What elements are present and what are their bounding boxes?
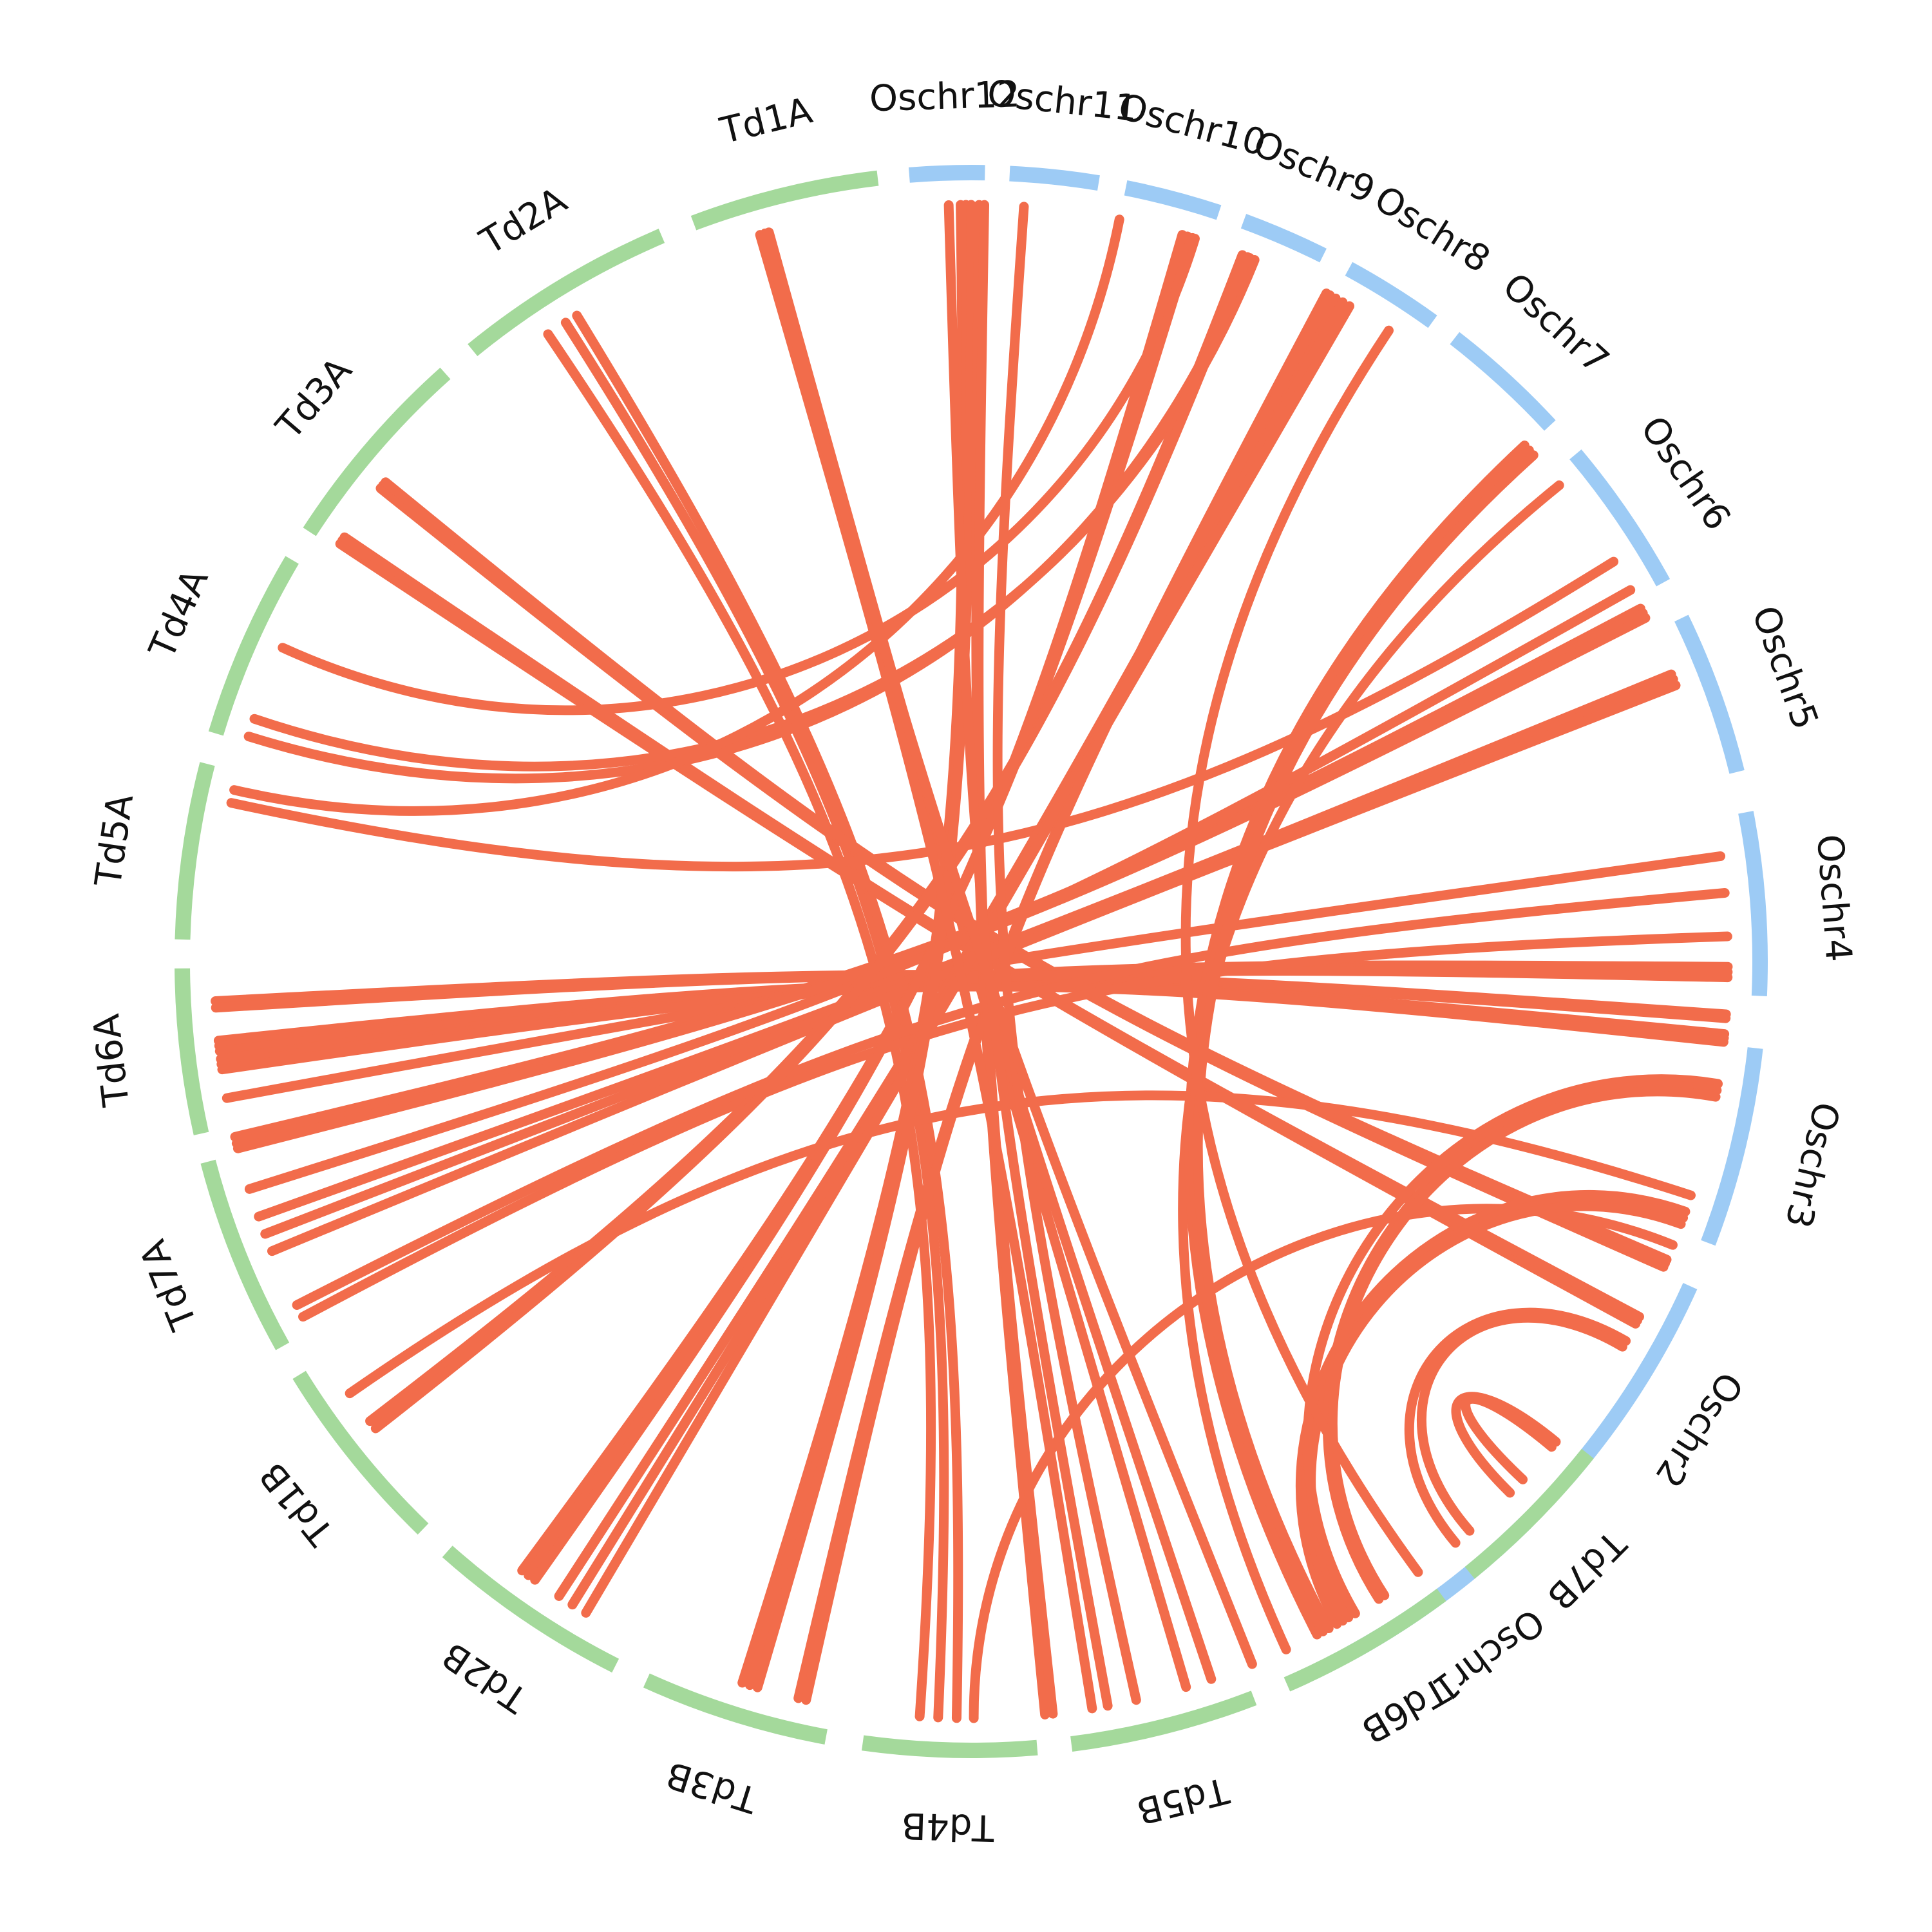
synteny-link (244, 585, 1636, 1194)
label-oschr4: Oschr4 (1808, 833, 1859, 963)
synteny-link (992, 202, 1141, 1705)
segment-oschr8 (1345, 261, 1437, 328)
label-td4a: Td4A (141, 563, 217, 665)
synteny-link (801, 290, 1335, 1705)
label-oschr9: Oschr9 (1247, 123, 1381, 212)
label-oschr2: Oschr2 (1647, 1365, 1751, 1495)
segment-oschr3 (1701, 1047, 1763, 1246)
segment-td5a (175, 762, 215, 940)
synteny-link (1416, 1312, 1627, 1536)
label-td5b: Td5B (1133, 1768, 1233, 1832)
label-td2b: Td2B (435, 1634, 535, 1721)
synteny-link (1180, 325, 1423, 1577)
label-td6a: Td6A (86, 1012, 138, 1109)
segment-td1b (292, 1370, 429, 1535)
label-oschr12: Oschr12 (869, 73, 1021, 120)
synteny-link (760, 228, 1257, 1669)
segment-td6b (1283, 1588, 1446, 1692)
label-td3a: Td3A (268, 350, 361, 448)
label-oschr5: Oschr5 (1743, 601, 1826, 735)
synteny-link (581, 301, 1354, 1618)
segment-td4a (208, 556, 299, 736)
synteny-link (1451, 1392, 1561, 1498)
segment-td5b (1070, 1690, 1257, 1752)
segment-td2a (468, 229, 665, 356)
synteny-link (278, 234, 1200, 715)
synteny-links (211, 200, 1733, 1723)
segment-td4b (861, 1735, 1038, 1758)
synteny-link (752, 200, 976, 1692)
synteny-link (217, 966, 1733, 1075)
label-td1a: Td1A (715, 90, 816, 152)
segment-td6a (175, 968, 209, 1135)
segment-td3a (303, 367, 451, 536)
segment-oschr9 (1240, 214, 1327, 263)
synteny-link (1193, 450, 1539, 1634)
label-td4b: Td4B (901, 1804, 996, 1848)
synteny-link (1404, 1307, 1631, 1548)
segment-oschr7 (1450, 332, 1556, 431)
segment-oschr6 (1569, 449, 1671, 587)
segment-td3b (643, 1673, 828, 1745)
label-td3b: Td3B (661, 1753, 763, 1821)
label-td6b: Td6B (1354, 1669, 1456, 1752)
segment-oschr11 (1009, 166, 1100, 191)
label-td7a: Td7A (132, 1234, 205, 1336)
label-oschr6: Oschr6 (1632, 409, 1738, 538)
label-oschr8: Oschr8 (1367, 178, 1497, 281)
label-oschr7: Oschr7 (1495, 265, 1617, 383)
segment-oschr4 (1738, 811, 1768, 996)
synteny-link (1327, 1086, 1721, 1600)
segment-td7b (1464, 1448, 1594, 1579)
label-td7b: Td7B (1539, 1522, 1634, 1618)
segment-oschr10 (1124, 180, 1222, 220)
segment-td1a (690, 170, 879, 231)
synteny-link (1461, 1394, 1557, 1484)
segment-oschr5 (1674, 614, 1745, 774)
segment-oschr12 (908, 165, 985, 183)
label-oschr3: Oschr3 (1777, 1098, 1848, 1232)
segment-td7a (200, 1159, 290, 1350)
label-td1b: Td1B (252, 1454, 343, 1553)
segment-td2b (442, 1546, 620, 1673)
synteny-link (243, 253, 1255, 784)
label-td5a: Td5A (87, 791, 142, 889)
synteny-link (370, 252, 1253, 1434)
synteny-link (1303, 1074, 1723, 1618)
label-td2a: Td2A (473, 179, 574, 263)
synteny-link (229, 214, 1124, 816)
chromosome-ring (175, 165, 1768, 1758)
